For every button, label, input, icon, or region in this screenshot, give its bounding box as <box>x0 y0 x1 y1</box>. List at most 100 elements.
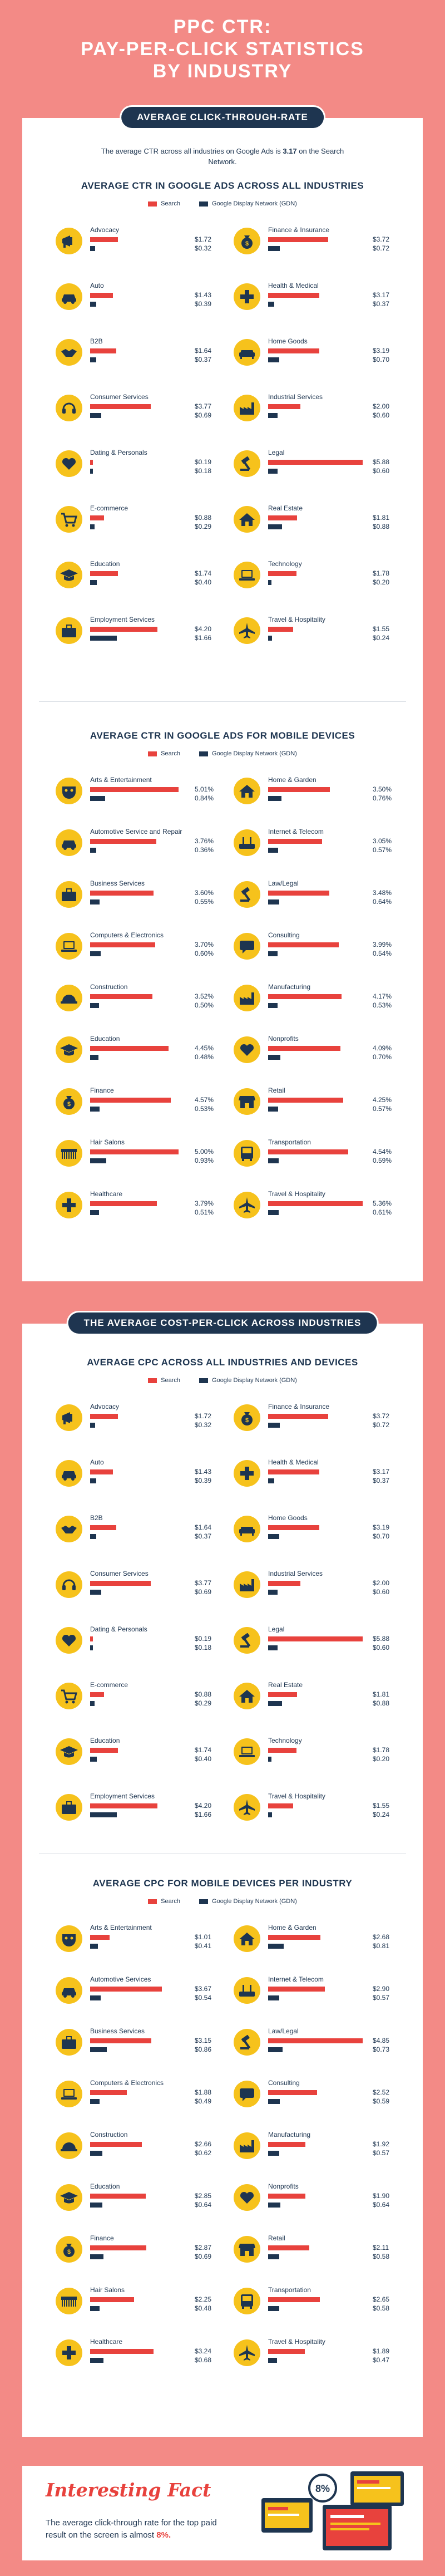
ctr-intro: The average CTR across all industries on… <box>89 146 356 167</box>
industry-consulting: Consulting $2.52 $0.59 <box>234 2078 412 2111</box>
industry-health-medical: Health & Medical $3.17 $0.37 <box>234 281 412 314</box>
legend-item-search: Search <box>148 750 180 757</box>
bar-search <box>268 627 293 632</box>
bar-search <box>268 994 342 999</box>
value-label-search: $1.74 <box>195 1746 212 1754</box>
value-label-search: $4.20 <box>195 1802 212 1810</box>
bar-display <box>268 1107 279 1112</box>
industry-name: Computers & Electronics <box>90 931 164 939</box>
value-label-search: $2.52 <box>373 2088 390 2096</box>
value-label-search: $2.65 <box>373 2295 390 2303</box>
value-label-search: 5.36% <box>373 1199 392 1207</box>
megaphone-icon <box>56 228 82 254</box>
value-label-display: 0.70% <box>373 1053 392 1061</box>
briefcase-icon <box>56 2029 82 2056</box>
bar-display <box>268 2099 280 2104</box>
bar-display <box>268 469 278 474</box>
chart-legend: Search Google Display Network (GDN) <box>22 1377 423 1384</box>
industry-home-garden: Home & Garden $2.68 $0.81 <box>234 1923 412 1956</box>
bar-display <box>268 1757 271 1762</box>
value-label-search: $2.66 <box>195 2140 212 2148</box>
industry-name: Travel & Hospitality <box>268 616 325 623</box>
industry-name: Transportation <box>268 2286 311 2294</box>
heart-icon <box>56 1627 82 1654</box>
industry-name: Retail <box>268 1087 285 1094</box>
value-label-display: $0.29 <box>195 523 212 530</box>
value-label-display: 0.48% <box>195 1053 214 1061</box>
industry-law-legal: Law/Legal 3.48% 0.64% <box>234 878 412 912</box>
briefcase-icon <box>56 881 82 908</box>
value-label-display: $0.37 <box>195 1532 212 1540</box>
industry-name: Law/Legal <box>268 879 299 887</box>
sofa-icon <box>234 1516 260 1542</box>
bar-display <box>268 1210 279 1215</box>
bar-display <box>268 796 282 801</box>
industry-name: Travel & Hospitality <box>268 1190 325 1198</box>
bar-display <box>268 357 280 362</box>
industry-advocacy: Advocacy $1.72 $0.32 <box>56 225 234 258</box>
helmet-icon <box>56 985 82 1011</box>
svg-text:$: $ <box>67 2249 71 2255</box>
industry-name: Consulting <box>268 2079 300 2087</box>
value-label-search: $3.72 <box>373 235 390 243</box>
factory-icon <box>234 985 260 1011</box>
car-icon <box>56 1460 82 1487</box>
industry-b2b: B2B $1.64 $0.37 <box>56 1513 234 1546</box>
legend-swatch-display <box>199 201 209 207</box>
value-label-display: $0.64 <box>195 2201 212 2209</box>
bar-search <box>90 839 157 844</box>
bar-search <box>268 1201 363 1206</box>
value-label-display: $0.86 <box>195 2046 212 2053</box>
helmet-icon <box>56 2132 82 2159</box>
industry-manufacturing: Manufacturing $1.92 $0.57 <box>234 2130 412 2163</box>
bar-search <box>90 1935 110 1940</box>
bar-search <box>268 1581 300 1586</box>
value-label-search: $2.11 <box>373 2244 389 2251</box>
legend-item-display: Google Display Network (GDN) <box>199 750 297 757</box>
bar-display <box>268 1645 278 1650</box>
bar-display <box>268 899 280 904</box>
handshake-icon <box>56 339 82 366</box>
industry-name: Nonprofits <box>268 1035 299 1043</box>
bar-display <box>268 1055 281 1060</box>
value-label-search: $1.78 <box>373 1746 390 1754</box>
bar-display <box>268 1701 283 1706</box>
industry-industrial-services: Industrial Services $2.00 $0.60 <box>234 1569 412 1602</box>
bar-display <box>90 1055 99 1060</box>
industry-healthcare: Healthcare 3.79% 0.51% <box>56 1189 234 1222</box>
industry-health-medical: Health & Medical $3.17 $0.37 <box>234 1457 412 1491</box>
megaphone-icon <box>56 1404 82 1431</box>
bar-display <box>90 469 93 474</box>
value-label-search: 4.54% <box>373 1148 392 1156</box>
value-label-search: 4.09% <box>373 1044 392 1052</box>
router-icon <box>234 1977 260 2004</box>
value-label-display: 0.59% <box>373 1157 392 1164</box>
value-label-search: $0.88 <box>195 1690 212 1698</box>
value-label-search: $1.55 <box>373 1802 390 1810</box>
moneybag-icon: $ <box>56 1088 82 1115</box>
value-label-search: $1.64 <box>195 347 212 355</box>
factory-icon <box>234 2132 260 2159</box>
industry-transportation: Transportation 4.54% 0.59% <box>234 1137 412 1171</box>
airplane-icon <box>234 1794 260 1821</box>
industry-name: Computers & Electronics <box>90 2079 164 2087</box>
bar-search <box>90 571 118 576</box>
industry-name: Home & Garden <box>268 1924 317 1931</box>
industry-internet-telecom: Internet & Telecom $2.90 $0.57 <box>234 1974 412 2008</box>
chat-icon <box>234 933 260 960</box>
svg-text:$: $ <box>67 1101 71 1108</box>
legend-swatch-display <box>199 751 209 756</box>
cpc-panel: THE AVERAGE COST-PER-CLICK ACROSS INDUST… <box>22 1312 423 2437</box>
medical-cross-icon <box>56 2339 82 2366</box>
industry-name: Law/Legal <box>268 2027 299 2035</box>
value-label-display: 0.54% <box>373 950 392 957</box>
headset-icon <box>56 395 82 421</box>
bar-search <box>90 2245 146 2250</box>
industry-hair-salons: Hair Salons $2.25 $0.48 <box>56 2285 234 2318</box>
value-label-display: $1.66 <box>195 634 212 642</box>
bar-display <box>90 1590 101 1595</box>
legend-swatch-search <box>148 751 157 756</box>
bar-display <box>90 302 97 307</box>
laptop-icon <box>234 1738 260 1765</box>
bar-search <box>268 1525 320 1530</box>
